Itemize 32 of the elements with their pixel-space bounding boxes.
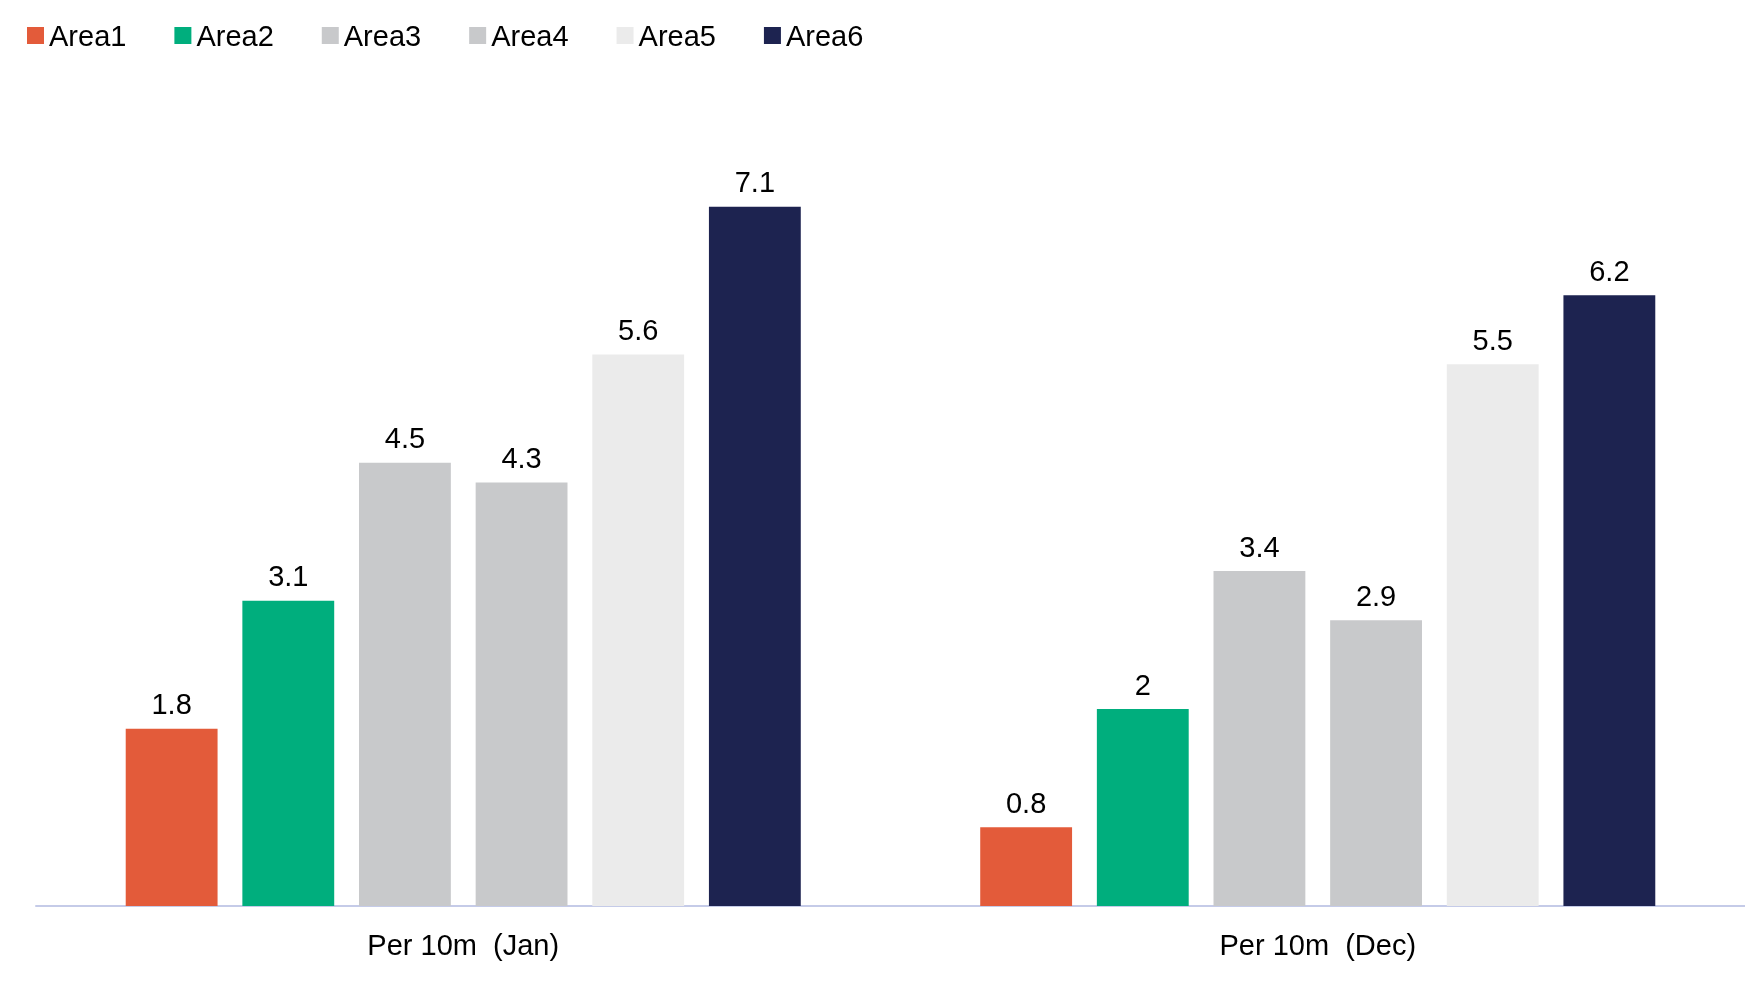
bar	[1213, 571, 1306, 906]
data-label: 0.8	[1005, 786, 1047, 819]
x-tick-label: Per 10m (Dec)	[1219, 928, 1417, 961]
data-label: 6.2	[1589, 254, 1630, 287]
data-label: 5.6	[618, 313, 659, 346]
data-label: 5.5	[1472, 323, 1513, 356]
legend-label: Area3	[343, 19, 422, 52]
data-label: 4.3	[501, 441, 542, 474]
x-tick-label: Per 10m (Jan)	[367, 928, 560, 961]
legend-label: Area1	[49, 19, 127, 52]
bar	[708, 206, 801, 906]
data-label: 2.9	[1355, 579, 1397, 612]
legend-label: Area5	[638, 19, 716, 52]
bar	[359, 462, 451, 906]
data-label: 7.1	[734, 166, 776, 199]
data-label: 2	[1134, 668, 1151, 701]
bar	[1563, 295, 1656, 906]
bar	[475, 482, 568, 906]
bar	[980, 827, 1073, 906]
bar	[592, 354, 685, 906]
data-label: 1.8	[151, 688, 192, 721]
data-label: 3.4	[1239, 530, 1280, 563]
data-label: 3.1	[268, 560, 309, 593]
bar	[1096, 709, 1189, 906]
legend-label: Area2	[196, 19, 274, 52]
bar	[1446, 364, 1539, 906]
bar	[1330, 620, 1422, 906]
legend-label: Area6	[785, 19, 864, 52]
bar	[125, 728, 218, 906]
bar	[242, 600, 335, 906]
data-label: 4.5	[384, 422, 426, 455]
legend-label: Area4	[491, 19, 569, 52]
